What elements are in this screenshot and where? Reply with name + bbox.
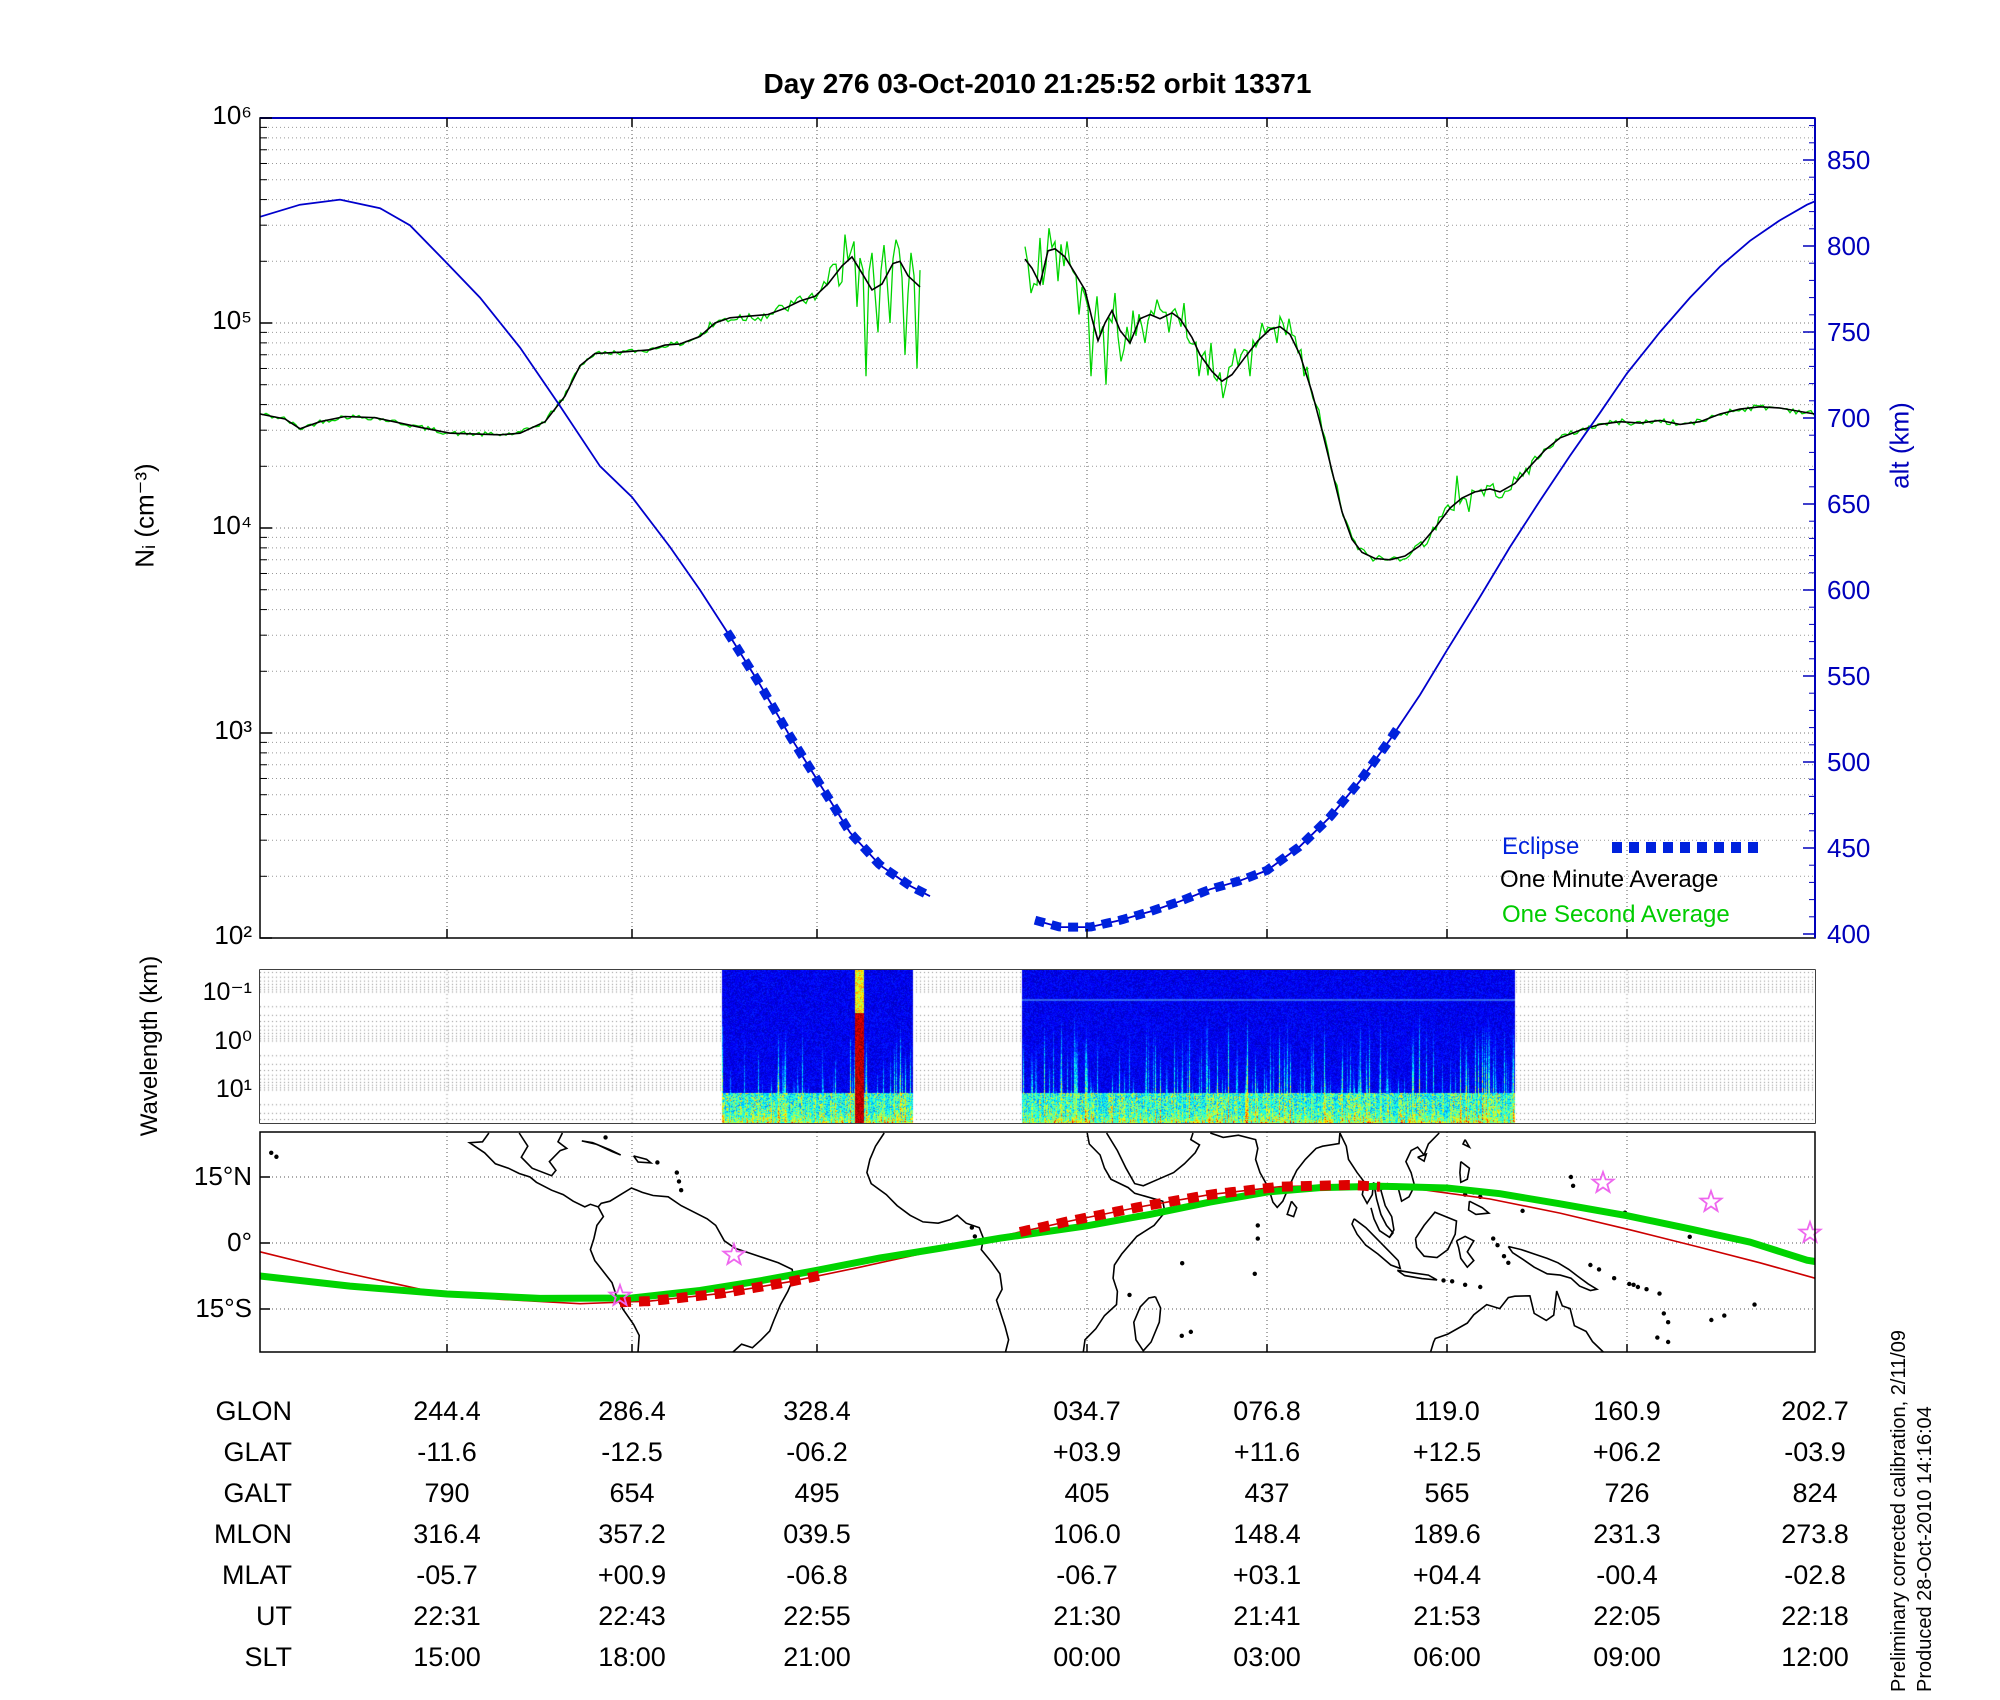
- wavelength-spectrogram: [260, 970, 1815, 1123]
- table-row-label: MLAT: [221, 1560, 292, 1590]
- table-row-label: SLT: [244, 1642, 292, 1672]
- table-cell: 565: [1424, 1478, 1470, 1508]
- table-cell: 21:41: [1233, 1601, 1301, 1631]
- density-axis-title: Nᵢ (cm⁻³): [129, 463, 160, 568]
- table-cell: 726: [1604, 1478, 1650, 1508]
- footer-produced-note: Produced 28-Oct-2010 14:16:04: [1914, 1406, 1936, 1692]
- density-tick: 10⁶: [212, 100, 252, 130]
- legend-one-minute-label: One Minute Average: [1500, 866, 1719, 893]
- density-tick: 10⁴: [211, 510, 252, 540]
- map-lat-label: 15°N: [193, 1161, 252, 1191]
- table-cell: 22:05: [1593, 1601, 1661, 1631]
- table-cell: +03.1: [1232, 1560, 1302, 1590]
- table-cell: 244.4: [413, 1396, 481, 1426]
- table-cell: 405: [1064, 1478, 1110, 1508]
- table-cell: 106.0: [1053, 1519, 1121, 1549]
- table-cell: -03.9: [1784, 1437, 1846, 1467]
- table-cell: -05.7: [416, 1560, 478, 1590]
- altitude-axis-title: alt (km): [1884, 402, 1915, 489]
- table-cell: 790: [424, 1478, 470, 1508]
- table-cell: -11.6: [417, 1437, 477, 1467]
- altitude-tick: 750: [1827, 317, 1871, 347]
- map-lat-label: 15°S: [195, 1293, 252, 1323]
- table-cell: 09:00: [1593, 1642, 1661, 1672]
- altitude-tick: 550: [1827, 661, 1871, 691]
- table-cell: +03.9: [1052, 1437, 1122, 1467]
- table-cell: 286.4: [598, 1396, 666, 1426]
- table-cell: 22:18: [1781, 1601, 1849, 1631]
- altitude-tick: 450: [1827, 833, 1871, 863]
- table-cell: +11.6: [1233, 1437, 1301, 1467]
- table-cell: 00:00: [1053, 1642, 1121, 1672]
- table-row-label: GLON: [215, 1396, 292, 1426]
- table-cell: 160.9: [1593, 1396, 1661, 1426]
- table-cell: 034.7: [1053, 1396, 1121, 1426]
- density-tick: 10⁵: [212, 305, 252, 335]
- table-cell: 22:31: [413, 1601, 481, 1631]
- density-tick: 10³: [214, 715, 252, 745]
- table-cell: 039.5: [783, 1519, 851, 1549]
- table-cell: 495: [794, 1478, 840, 1508]
- wavelength-tick: 10⁰: [214, 1027, 252, 1055]
- wavelength-axis-title: Wavelength (km): [136, 955, 163, 1137]
- table-cell: 15:00: [413, 1642, 481, 1672]
- table-cell: 12:00: [1781, 1642, 1849, 1672]
- table-cell: 316.4: [413, 1519, 481, 1549]
- table-cell: 328.4: [783, 1396, 851, 1426]
- table-cell: +06.2: [1592, 1437, 1662, 1467]
- table-row-label: GALT: [223, 1478, 292, 1508]
- table-cell: 437: [1244, 1478, 1290, 1508]
- table-cell: 03:00: [1233, 1642, 1301, 1672]
- table-cell: -06.7: [1056, 1560, 1118, 1590]
- altitude-tick: 500: [1827, 747, 1871, 777]
- table-cell: 273.8: [1781, 1519, 1849, 1549]
- map-lat-label: 0°: [227, 1227, 252, 1257]
- altitude-tick: 600: [1827, 575, 1871, 605]
- altitude-tick: 700: [1827, 403, 1871, 433]
- table-cell: 189.6: [1413, 1519, 1481, 1549]
- footer-calibration-note: Preliminary corrected calibration, 2/11/…: [1888, 1329, 1910, 1692]
- wavelength-tick: 10⁻¹: [202, 978, 252, 1006]
- table-cell: 231.3: [1593, 1519, 1661, 1549]
- density-tick: 10²: [214, 920, 252, 950]
- table-cell: +04.4: [1412, 1560, 1482, 1590]
- table-cell: 18:00: [598, 1642, 666, 1672]
- table-cell: 148.4: [1233, 1519, 1301, 1549]
- table-cell: 06:00: [1413, 1642, 1481, 1672]
- table-cell: 21:30: [1053, 1601, 1121, 1631]
- wavelength-tick: 10¹: [215, 1075, 252, 1103]
- table-cell: -02.8: [1784, 1560, 1846, 1590]
- table-cell: 119.0: [1414, 1396, 1480, 1426]
- table-cell: +12.5: [1412, 1437, 1482, 1467]
- page-title: Day 276 03-Oct-2010 21:25:52 orbit 13371: [763, 68, 1312, 99]
- table-cell: 21:53: [1413, 1601, 1481, 1631]
- legend-eclipse-label: Eclipse: [1502, 833, 1580, 860]
- altitude-tick: 800: [1827, 231, 1871, 261]
- table-cell: 654: [609, 1478, 655, 1508]
- table-cell: 22:55: [783, 1601, 851, 1631]
- altitude-tick: 400: [1827, 919, 1871, 949]
- table-cell: +00.9: [597, 1560, 667, 1590]
- table-cell: 22:43: [598, 1601, 666, 1631]
- table-cell: -12.5: [601, 1437, 663, 1467]
- altitude-tick: 650: [1827, 489, 1871, 519]
- table-cell: 076.8: [1233, 1396, 1301, 1426]
- table-row-label: GLAT: [223, 1437, 292, 1467]
- legend-eclipse-dash-swatch: [1612, 842, 1764, 853]
- legend-one-second-label: One Second Average: [1502, 901, 1730, 928]
- table-cell: -06.8: [786, 1560, 848, 1590]
- table-row-label: MLON: [213, 1519, 292, 1549]
- table-cell: -00.4: [1596, 1560, 1658, 1590]
- altitude-tick: 850: [1827, 145, 1871, 175]
- table-row-label: UT: [256, 1601, 292, 1631]
- table-cell: -06.2: [786, 1437, 848, 1467]
- table-cell: 824: [1792, 1478, 1838, 1508]
- table-cell: 21:00: [783, 1642, 851, 1672]
- table-cell: 202.7: [1781, 1396, 1849, 1426]
- table-cell: 357.2: [598, 1519, 666, 1549]
